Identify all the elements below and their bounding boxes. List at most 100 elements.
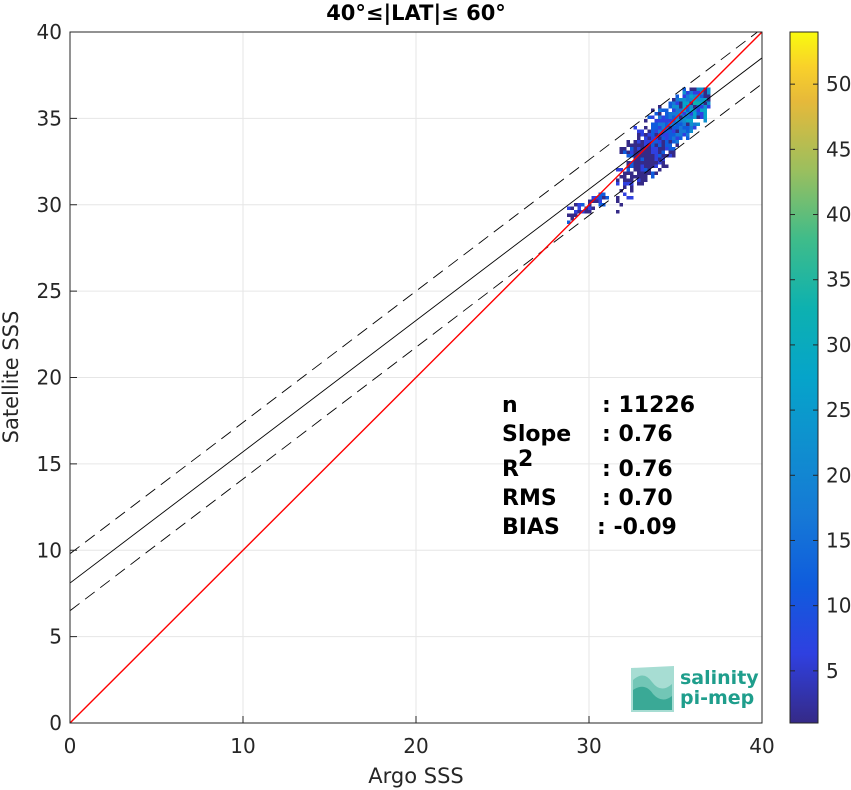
density-cell	[679, 98, 683, 102]
density-cell	[686, 129, 690, 133]
density-cell	[623, 150, 627, 154]
density-cell	[640, 182, 644, 186]
density-cell	[661, 136, 665, 140]
stat-value: : -0.09	[597, 515, 677, 540]
density-cell	[619, 147, 623, 151]
density-cell	[588, 199, 592, 203]
density-cell	[668, 105, 672, 109]
density-cell	[682, 98, 686, 102]
density-cell	[700, 98, 704, 102]
density-cell	[640, 178, 644, 182]
density-cell	[574, 213, 578, 217]
density-cell	[700, 87, 704, 91]
density-cell	[672, 115, 676, 119]
density-cell	[672, 105, 676, 109]
density-cell	[598, 196, 602, 200]
density-cell	[637, 129, 641, 133]
density-cell	[644, 161, 648, 165]
density-cell	[689, 94, 693, 98]
x-tick-label: 30	[576, 734, 601, 758]
density-cell	[672, 140, 676, 144]
colorbar-tick-label: 50	[826, 72, 851, 96]
density-cell	[644, 175, 648, 179]
density-cell	[658, 122, 662, 126]
density-cell	[661, 161, 665, 165]
density-cell	[703, 94, 707, 98]
density-cell	[689, 119, 693, 123]
density-cell	[651, 108, 655, 112]
density-cell	[651, 129, 655, 133]
density-cell	[644, 171, 648, 175]
stat-value: : 0.76	[602, 422, 673, 447]
density-cell	[654, 147, 658, 151]
density-cell	[616, 178, 620, 182]
density-cell	[693, 105, 697, 109]
density-cell	[668, 101, 672, 105]
density-cell	[633, 168, 637, 172]
density-cell	[654, 171, 658, 175]
density-cell	[689, 108, 693, 112]
colorbar-ticks: 5 10 15 20 25 30 35 40 45 50	[790, 72, 851, 683]
density-cell	[651, 147, 655, 151]
density-cell	[644, 143, 648, 147]
density-cell	[626, 143, 630, 147]
density-cell	[682, 133, 686, 137]
density-cell	[658, 105, 662, 109]
density-cell	[682, 126, 686, 130]
density-cell	[672, 133, 676, 137]
density-cell	[693, 101, 697, 105]
density-cell	[626, 140, 630, 144]
density-cell	[665, 129, 669, 133]
density-cell	[633, 175, 637, 179]
density-cell	[682, 112, 686, 116]
density-cell	[658, 143, 662, 147]
colorbar-tick-label: 25	[826, 398, 851, 422]
density-cell	[661, 150, 665, 154]
density-cell	[661, 122, 665, 126]
density-cell	[616, 210, 620, 214]
density-cell	[570, 217, 574, 221]
density-cell	[672, 126, 676, 130]
x-tick-label: 20	[403, 734, 428, 758]
stat-value: : 0.76	[602, 457, 673, 482]
density-cell	[598, 199, 602, 203]
density-cell	[661, 147, 665, 151]
y-axis-label: Satellite SSS	[0, 311, 23, 444]
density-cell	[675, 105, 679, 109]
density-cell	[637, 150, 641, 154]
density-cell	[647, 161, 651, 165]
density-cell	[661, 115, 665, 119]
density-cell	[665, 143, 669, 147]
density-cell	[647, 154, 651, 158]
density-cell	[665, 164, 669, 168]
density-cell	[588, 206, 592, 210]
density-cell	[651, 126, 655, 130]
y-tick-label: 15	[37, 452, 62, 476]
density-cell	[686, 126, 690, 130]
density-cell	[623, 185, 627, 189]
density-cell	[567, 213, 571, 217]
y-tick-label: 20	[37, 366, 62, 390]
density-cell	[644, 136, 648, 140]
density-cell	[619, 168, 623, 172]
density-cell	[637, 143, 641, 147]
density-cell	[707, 94, 711, 98]
density-cell	[665, 122, 669, 126]
density-cell	[682, 119, 686, 123]
density-cell	[668, 129, 672, 133]
density-cell	[686, 94, 690, 98]
density-cell	[633, 140, 637, 144]
density-cell	[672, 129, 676, 133]
density-cell	[686, 122, 690, 126]
colorbar-tick-label: 35	[826, 268, 851, 292]
density-cell	[630, 164, 634, 168]
density-cell	[703, 119, 707, 123]
density-cell	[658, 136, 662, 140]
density-cell	[630, 147, 634, 151]
density-cell	[640, 171, 644, 175]
density-cell	[682, 101, 686, 105]
density-cell	[570, 213, 574, 217]
colorbar-tick-label: 30	[826, 333, 851, 357]
density-cell	[675, 126, 679, 130]
density-cell	[623, 178, 627, 182]
